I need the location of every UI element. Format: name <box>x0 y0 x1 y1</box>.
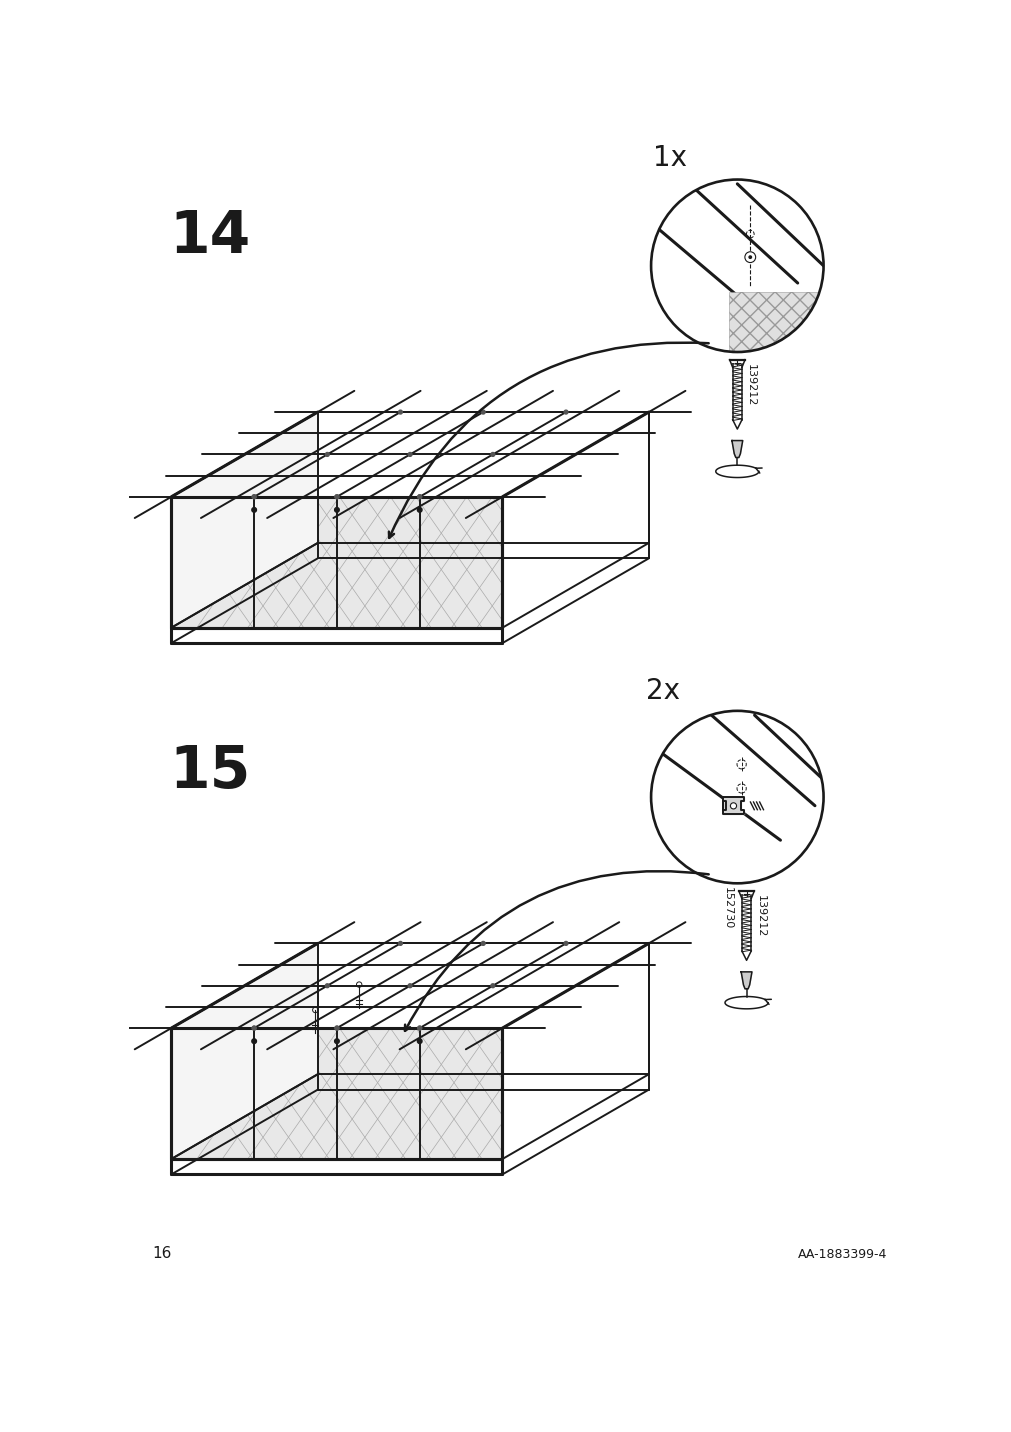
Circle shape <box>417 507 422 513</box>
Circle shape <box>563 410 567 414</box>
Circle shape <box>418 1027 422 1030</box>
Circle shape <box>252 1038 256 1044</box>
Text: 1x: 1x <box>652 143 685 172</box>
Circle shape <box>747 255 751 259</box>
Text: 2x: 2x <box>646 677 679 705</box>
Circle shape <box>490 984 494 988</box>
Circle shape <box>398 410 402 414</box>
Circle shape <box>563 941 567 945</box>
Text: 139212: 139212 <box>745 364 755 405</box>
Text: 139212: 139212 <box>754 895 764 938</box>
Circle shape <box>417 1038 422 1044</box>
Circle shape <box>335 495 339 498</box>
Circle shape <box>252 1027 256 1030</box>
Circle shape <box>335 1027 339 1030</box>
Circle shape <box>326 984 329 988</box>
Circle shape <box>407 453 411 457</box>
Circle shape <box>252 507 256 513</box>
Text: AA-1883399-4: AA-1883399-4 <box>798 1247 887 1260</box>
Circle shape <box>650 179 823 352</box>
Text: 152730: 152730 <box>723 888 732 929</box>
Polygon shape <box>171 412 648 497</box>
Circle shape <box>650 710 823 884</box>
Circle shape <box>481 941 484 945</box>
Circle shape <box>418 495 422 498</box>
Polygon shape <box>728 292 823 352</box>
Circle shape <box>418 1027 422 1030</box>
Circle shape <box>335 1038 339 1044</box>
Circle shape <box>730 803 736 809</box>
Polygon shape <box>731 441 742 457</box>
Text: 15: 15 <box>169 743 250 800</box>
Circle shape <box>335 1027 339 1030</box>
Circle shape <box>335 495 339 498</box>
Circle shape <box>418 495 422 498</box>
Text: 16: 16 <box>152 1246 171 1260</box>
Circle shape <box>407 984 411 988</box>
Circle shape <box>490 453 494 457</box>
Circle shape <box>481 410 484 414</box>
Polygon shape <box>722 798 743 815</box>
Circle shape <box>335 507 339 513</box>
Circle shape <box>252 1027 256 1030</box>
Circle shape <box>252 495 256 498</box>
Polygon shape <box>171 1028 502 1158</box>
Circle shape <box>252 495 256 498</box>
Circle shape <box>398 941 402 945</box>
Polygon shape <box>171 944 648 1028</box>
Polygon shape <box>171 497 502 627</box>
Polygon shape <box>171 412 317 627</box>
Polygon shape <box>171 944 317 1158</box>
Circle shape <box>326 453 329 457</box>
Circle shape <box>744 252 755 262</box>
Polygon shape <box>740 972 751 990</box>
Text: 14: 14 <box>169 208 250 265</box>
